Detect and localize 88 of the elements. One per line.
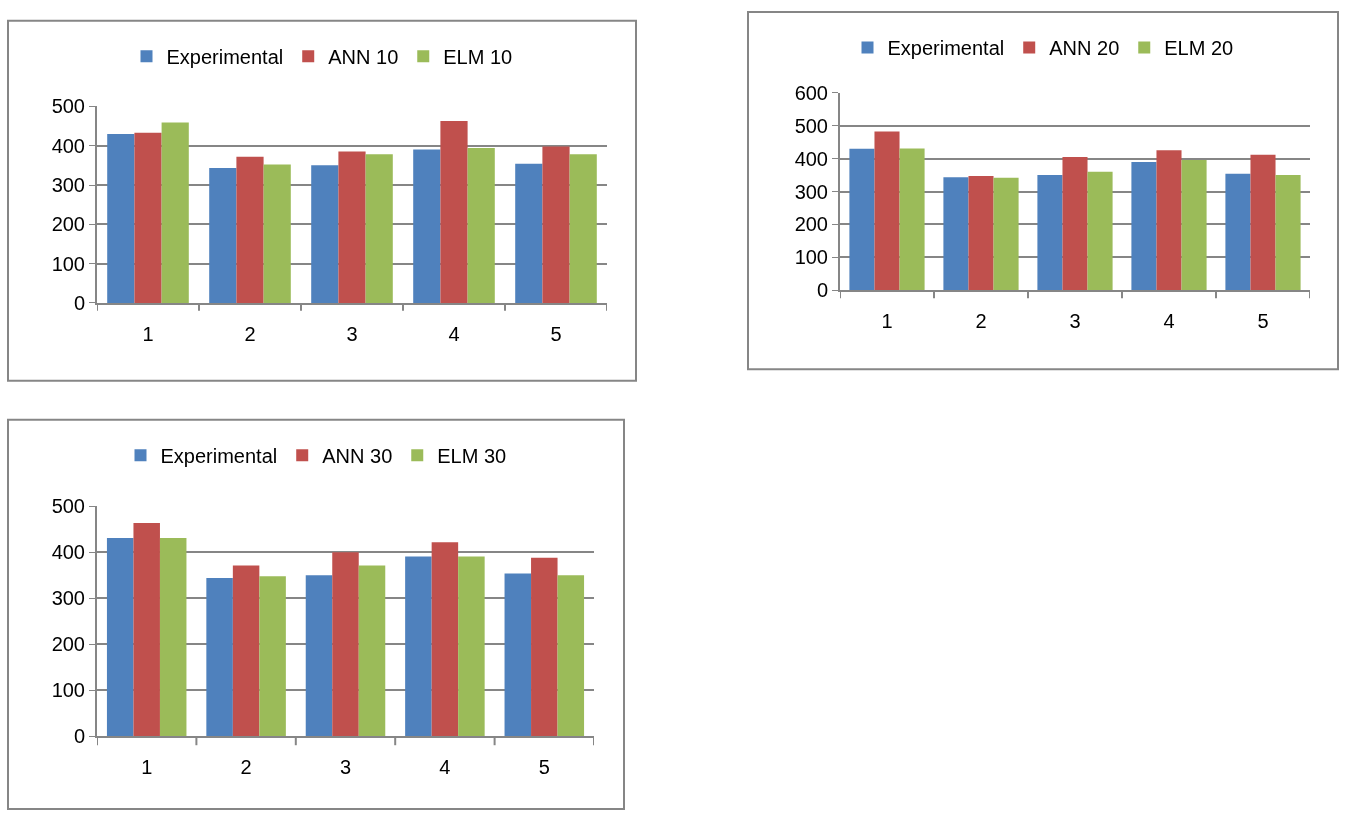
legend-label: ANN 10: [328, 46, 399, 69]
x-tick-label: 4: [439, 756, 451, 779]
y-tick-label: 0: [73, 725, 85, 748]
bar: [405, 556, 432, 737]
bar: [968, 176, 994, 291]
bar: [1275, 175, 1301, 291]
bar: [899, 148, 925, 291]
legend-label: Experimental: [166, 46, 284, 69]
x-tick-label: 3: [346, 322, 358, 345]
x-tick-label: 1: [141, 756, 153, 779]
bar: [515, 163, 543, 303]
x-tick-label: 1: [142, 322, 154, 345]
x-tick-label: 4: [448, 322, 460, 345]
bar: [1131, 161, 1157, 291]
y-tick-label: 300: [794, 180, 828, 203]
bar: [1250, 154, 1276, 291]
x-tick-label: 5: [538, 756, 550, 779]
bar: [133, 522, 160, 737]
y-tick-label: 600: [794, 81, 828, 104]
y-tick-label: 400: [51, 134, 85, 157]
x-tick-label: 5: [1257, 310, 1269, 333]
bar: [542, 146, 570, 303]
bar: [107, 133, 135, 303]
legend-label: ELM 30: [437, 445, 507, 468]
y-tick-label: 100: [51, 679, 85, 702]
legend-label: Experimental: [887, 37, 1005, 60]
bar: [209, 168, 237, 303]
y-tick-label: 200: [51, 633, 85, 656]
bar: [1156, 150, 1182, 291]
x-tick-label: 1: [881, 310, 893, 333]
bar: [431, 542, 459, 737]
bar: [232, 565, 260, 737]
bar: [569, 154, 597, 303]
bar: [1037, 175, 1063, 291]
x-tick-label: 3: [1069, 310, 1081, 333]
y-tick-label: 500: [51, 95, 85, 118]
bar: [943, 177, 969, 291]
y-tick-label: 400: [51, 541, 85, 564]
bar: [365, 154, 393, 303]
bar: [259, 576, 286, 737]
bar: [467, 148, 495, 303]
bar: [106, 538, 134, 737]
bar: [236, 156, 264, 303]
bar: [993, 177, 1019, 291]
bar: [1225, 173, 1251, 291]
bar: [531, 557, 558, 737]
bar: [358, 565, 386, 737]
bar: [332, 552, 359, 737]
x-tick-label: 2: [244, 322, 256, 345]
bar: [557, 575, 585, 737]
y-tick-label: 500: [51, 495, 85, 518]
legend-label: Experimental: [160, 445, 278, 468]
bar: [504, 573, 532, 737]
bar: [263, 164, 291, 303]
y-tick-label: 0: [816, 279, 828, 302]
legend-label: ELM 20: [1164, 37, 1234, 60]
legend-label: ANN 20: [1049, 37, 1120, 60]
legend-label: ANN 30: [322, 445, 393, 468]
x-tick-label: 5: [550, 322, 562, 345]
x-tick-label: 2: [975, 310, 987, 333]
y-tick-label: 300: [51, 174, 85, 196]
y-tick-label: 300: [51, 587, 85, 610]
x-tick-label: 2: [240, 756, 252, 779]
bar: [849, 148, 875, 291]
legend-label: ELM 10: [443, 46, 513, 69]
bar: [1181, 159, 1207, 291]
bar: [311, 165, 339, 303]
y-tick-label: 200: [794, 213, 828, 236]
bar: [1062, 156, 1088, 291]
bar: [1087, 171, 1113, 291]
bar: [338, 151, 366, 303]
bar: [305, 575, 333, 737]
bar: [134, 132, 162, 303]
bar: [440, 120, 468, 303]
y-tick-label: 400: [794, 147, 828, 170]
y-tick-label: 500: [794, 114, 828, 137]
y-tick-label: 0: [73, 291, 85, 314]
y-tick-label: 100: [794, 246, 828, 269]
bar: [161, 122, 189, 303]
y-tick-label: 100: [51, 252, 85, 275]
x-tick-label: 4: [1163, 310, 1175, 333]
bar: [206, 578, 233, 737]
x-tick-label: 3: [339, 756, 352, 779]
y-tick-label: 200: [51, 213, 85, 236]
bar: [159, 538, 187, 737]
bar: [874, 131, 900, 291]
bar: [413, 149, 441, 303]
bar: [458, 556, 485, 737]
